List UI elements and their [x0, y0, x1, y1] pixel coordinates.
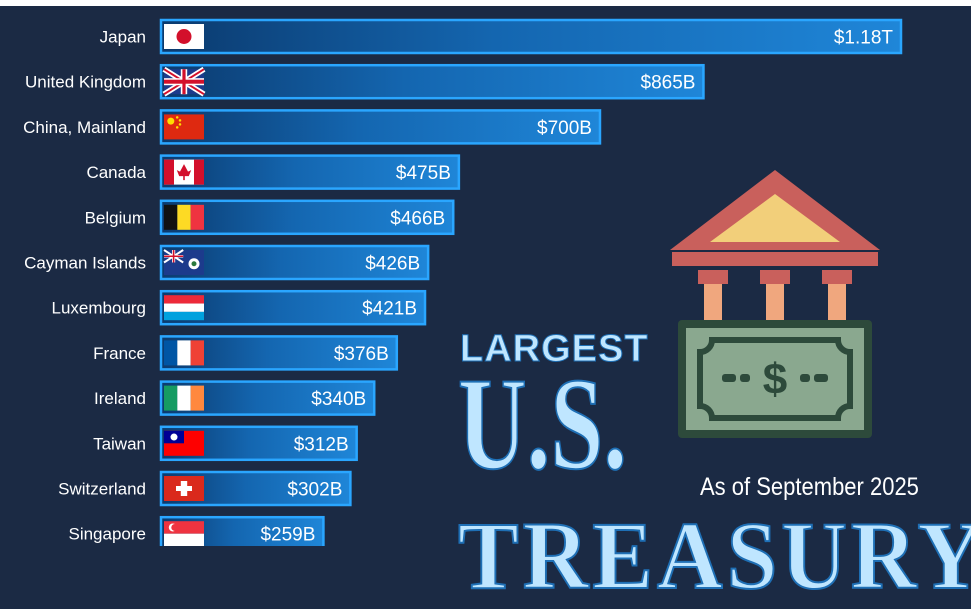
category-label: Switzerland: [58, 480, 146, 499]
category-label: Canada: [86, 163, 146, 182]
luxembourg-flag-icon: [164, 295, 204, 321]
top-edge-strip: [0, 0, 971, 6]
value-label: $700B: [537, 118, 592, 139]
cayman-flag-icon: [163, 249, 204, 275]
bar: [159, 18, 903, 55]
bank-pillar: [704, 284, 722, 324]
belgium-flag-icon: [164, 204, 204, 230]
headline-treasury: TREASURY: [457, 502, 971, 609]
value-label: $376B: [334, 344, 389, 365]
bar-row: Ireland $340B: [94, 380, 376, 416]
singapore-flag-icon: [164, 521, 204, 546]
category-label: France: [93, 344, 146, 363]
bar: [159, 199, 455, 236]
value-label: $475B: [396, 163, 451, 184]
bar-chart: Japan $1.18T United Kingdom $865B China, Mai…: [23, 18, 903, 546]
bar-row: Luxembourg $421B: [51, 289, 427, 326]
dollar-sign: $: [763, 355, 787, 404]
bar: [159, 109, 602, 145]
value-label: $302B: [287, 480, 342, 501]
uk-flag-icon: [162, 66, 206, 97]
category-label: Taiwan: [93, 434, 146, 453]
category-label: Belgium: [85, 208, 146, 227]
bar-row: Taiwan $312B: [93, 425, 358, 462]
category-label: Japan: [100, 28, 146, 47]
value-label: $426B: [365, 254, 420, 275]
category-label: Singapore: [68, 525, 146, 544]
headline-us: U.S.: [457, 350, 628, 497]
bank-roof-base: [672, 252, 878, 266]
bar-row: United Kingdom $865B: [25, 63, 705, 100]
category-label: United Kingdom: [25, 73, 146, 92]
bank-pillar: [766, 284, 784, 324]
switzerland-flag-icon: [164, 476, 204, 501]
value-label: $312B: [294, 434, 349, 455]
category-label: China, Mainland: [23, 118, 146, 137]
bar-row: France $376B: [93, 335, 399, 371]
value-label: $421B: [362, 299, 417, 320]
bank-roof-inner: [710, 194, 840, 242]
bank-money-icon: $: [668, 168, 882, 438]
category-label: Luxembourg: [51, 299, 146, 318]
value-label: $340B: [311, 389, 366, 410]
headline-largest: LARGEST: [460, 328, 649, 371]
bar-row: Belgium $466B: [85, 199, 455, 236]
bar-row: Canada $475B: [86, 154, 461, 190]
category-label: Cayman Islands: [24, 254, 146, 273]
bar: [159, 244, 430, 281]
ireland-flag-icon: [164, 385, 204, 411]
bar-row: Singapore $259B: [68, 515, 325, 546]
canada-flag-icon: [164, 159, 204, 185]
bar-row: Japan $1.18T: [100, 18, 903, 55]
value-label: $865B: [641, 73, 696, 94]
category-label: Ireland: [94, 389, 146, 408]
bar-row: Switzerland $302B: [58, 470, 352, 507]
bar-row: China, Mainland $700B: [23, 109, 602, 145]
taiwan-flag-icon: [164, 430, 204, 456]
date-note: As of September 2025: [700, 473, 919, 501]
france-flag-icon: [164, 340, 204, 366]
china-flag-icon: [164, 114, 204, 140]
value-label: $259B: [260, 525, 315, 546]
bank-pillar: [828, 284, 846, 324]
value-label: $466B: [390, 208, 445, 229]
bar-row: Cayman Islands $426B: [24, 244, 430, 281]
bar: [159, 63, 705, 100]
bar: [159, 289, 427, 326]
bar: [159, 154, 461, 190]
japan-flag-icon: [164, 24, 204, 49]
value-label: $1.18T: [834, 28, 894, 49]
